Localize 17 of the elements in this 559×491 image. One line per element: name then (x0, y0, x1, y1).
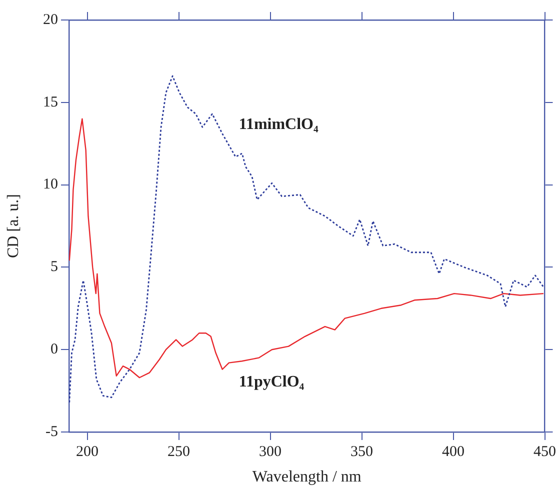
x-tick-label: 200 (76, 444, 99, 460)
y-tick-label: 0 (50, 342, 58, 358)
y-tick-label: -5 (46, 424, 58, 440)
x-tick-label: 250 (168, 444, 190, 460)
y-axis-title: CD [a. u.] (4, 194, 22, 258)
x-tick-label: 350 (350, 444, 374, 460)
series-label: 11pyClO₄ (238, 373, 304, 390)
y-tick-label: 20 (43, 12, 58, 28)
y-tick-label: 15 (43, 94, 58, 110)
line-series (69, 75, 544, 404)
x-tick-label: 300 (259, 444, 282, 460)
series-label: 11mimClO₄ (238, 116, 319, 134)
x-axis-title: Wavelength / nm (252, 468, 362, 486)
y-tick-label: 5 (50, 259, 58, 276)
x-tick-label: 450 (534, 444, 556, 460)
y-tick-label: 10 (43, 176, 58, 193)
x-tick-label: 400 (442, 444, 465, 460)
